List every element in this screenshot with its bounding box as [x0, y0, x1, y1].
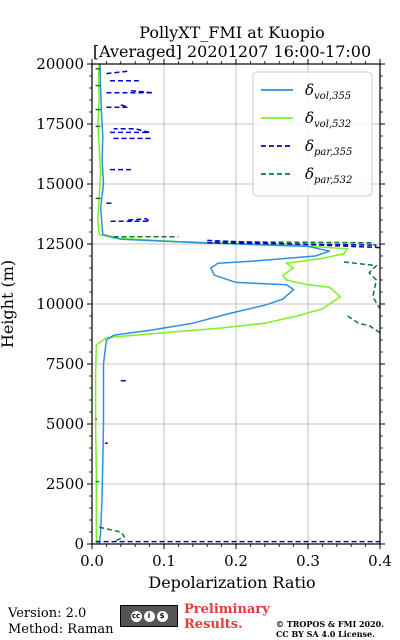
series-line [94, 64, 349, 544]
series-segment [343, 261, 380, 310]
noncommercial-icon: $ [156, 610, 168, 622]
series-vol-532 [94, 64, 349, 544]
series-segment [110, 218, 151, 222]
copyright-line2: CC BY SA 4.0 License. [276, 629, 375, 639]
legend-label: δvol,355 [305, 81, 351, 102]
series-segment [347, 315, 380, 334]
x-tick-label: 0.3 [296, 552, 320, 570]
chart: PollyXT_FMI at Kuopio [Averaged] 2020120… [0, 23, 392, 592]
y-tick-label: 7500 [46, 355, 84, 373]
cc-license-badge: cc i $ [120, 605, 178, 627]
x-tick-label: 0.4 [368, 552, 392, 570]
series-segment [99, 526, 126, 543]
x-tick-label: 0.0 [80, 552, 104, 570]
series-segment [110, 128, 151, 134]
preliminary-line1: Preliminary [184, 602, 270, 617]
y-tick-label: 10000 [36, 295, 84, 313]
y-tick-label: 17500 [36, 115, 84, 133]
x-axis-label: Depolarization Ratio [148, 573, 315, 592]
attribution-icon: i [143, 610, 155, 622]
y-axis-label: Height (m) [0, 260, 17, 348]
legend: δvol,355 δvol,532 δpar,355 δpar,532 [252, 71, 373, 197]
legend-label: δvol,532 [305, 109, 351, 130]
footer-info: Version: 2.0 Method: Raman [8, 606, 114, 638]
x-tick-label: 0.1 [152, 552, 176, 570]
legend-label: δpar,532 [305, 165, 352, 186]
y-tick-label: 0 [74, 535, 84, 553]
y-tick-label: 12500 [36, 235, 84, 253]
y-tick-label: 20000 [36, 55, 84, 73]
chart-title: PollyXT_FMI at Kuopio [139, 23, 325, 42]
series-segment [207, 239, 380, 249]
copyright-line1: © TROPOS & FMI 2020. [276, 619, 385, 629]
y-tick-label: 2500 [46, 475, 84, 493]
series-layer [94, 64, 380, 544]
axis-ticks: 0.0 0.1 0.2 0.3 0.4 0 2500 5000 7500 10000 12500 15… [36, 55, 392, 570]
series-par-355 [95, 70, 380, 543]
series-segment [207, 242, 377, 246]
series-segment [106, 104, 129, 108]
series-par-532 [95, 68, 380, 543]
chart-subtitle: [Averaged] 20201207 16:00-17:00 [93, 42, 371, 61]
x-tick-label: 0.2 [224, 552, 248, 570]
legend-label: δpar,355 [305, 137, 352, 158]
preliminary-notice: Preliminary Results. [184, 602, 270, 632]
version-text: Version: 2.0 [8, 606, 87, 621]
y-tick-label: 5000 [46, 415, 84, 433]
y-tick-label: 15000 [36, 175, 84, 193]
preliminary-line2: Results. [184, 617, 243, 632]
series-segment [214, 240, 377, 249]
method-text: Method: Raman [8, 622, 114, 637]
series-segment [106, 70, 129, 75]
series-line [98, 64, 331, 544]
legend-box [252, 71, 373, 197]
series-vol-355 [98, 64, 331, 544]
copyright-notice: © TROPOS & FMI 2020. CC BY SA 4.0 Licens… [276, 619, 384, 639]
cc-icon: cc [130, 610, 142, 622]
